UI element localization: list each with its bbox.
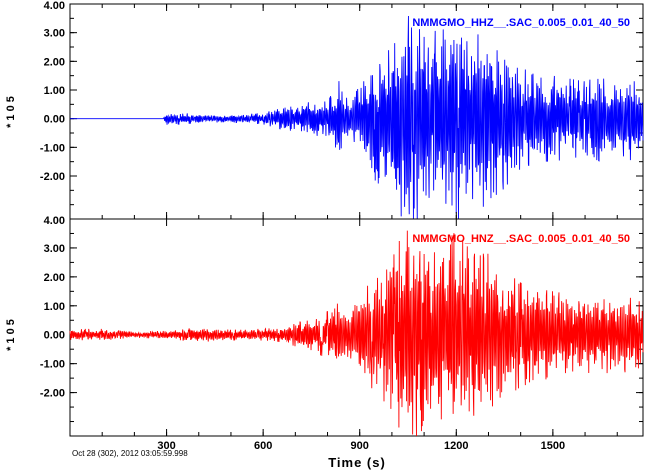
bottom-series-name: NMMGMO_HNZ__.SAC_0.005_0.01_40_50 (412, 233, 630, 245)
bottom-y-tick-label: 0.00 (44, 330, 65, 342)
top-y-axis: 4.00 3.00 2.00 1.00 0.00 -1.00 -2.00 (40, 0, 643, 220)
bottom-y-tick-label: -2.00 (40, 388, 65, 400)
x-tick-label: 1200 (444, 440, 468, 452)
top-panel: 4.00 3.00 2.00 1.00 0.00 -1.00 -2.00 * 1 0 5 N… (5, 0, 644, 220)
top-y-tick-label: 3.00 (44, 28, 65, 40)
bottom-y-tick-label: 4.00 (44, 215, 65, 227)
x-tick-label: 600 (254, 440, 272, 452)
x-tick-label: 1500 (541, 440, 565, 452)
top-series-line (70, 16, 644, 220)
bottom-y-axis-label: * 1 0 5 (5, 319, 17, 351)
top-y-axis-label: * 1 0 5 (5, 96, 17, 128)
top-series-name: NMMGMO_HHZ__.SAC_0.005_0.01_40_50 (412, 17, 630, 29)
top-y-tick-label: 4.00 (44, 0, 65, 12)
bottom-panel-frame (69, 218, 644, 437)
top-y-tick-label: 0.00 (44, 114, 65, 126)
x-tick-label: 300 (157, 440, 175, 452)
top-y-tick-label: -1.00 (40, 142, 65, 154)
top-y-tick-label: -2.00 (40, 171, 65, 183)
bottom-y-tick-label: 2.00 (44, 272, 65, 284)
top-y-tick-label: 2.00 (44, 56, 65, 68)
bottom-y-tick-label: 3.00 (44, 243, 65, 255)
bottom-panel: 4.00 3.00 2.00 1.00 0.00 -1.00 -2.00 * 1 0 5 N… (5, 215, 644, 437)
bottom-y-axis: 4.00 3.00 2.00 1.00 0.00 -1.00 -2.00 (40, 215, 643, 437)
x-axis: 300 600 900 1200 1500 (101, 4, 618, 452)
top-y-tick-label: 1.00 (44, 85, 65, 97)
bottom-y-tick-label: -1.00 (40, 359, 65, 371)
bottom-series-line (69, 230, 644, 437)
x-axis-title: Time (s) (328, 455, 386, 470)
x-tick-label: 900 (351, 440, 369, 452)
date-label: Oct 28 (302), 2012 03:05:59.998 (72, 449, 188, 458)
bottom-y-tick-label: 1.00 (44, 301, 65, 313)
